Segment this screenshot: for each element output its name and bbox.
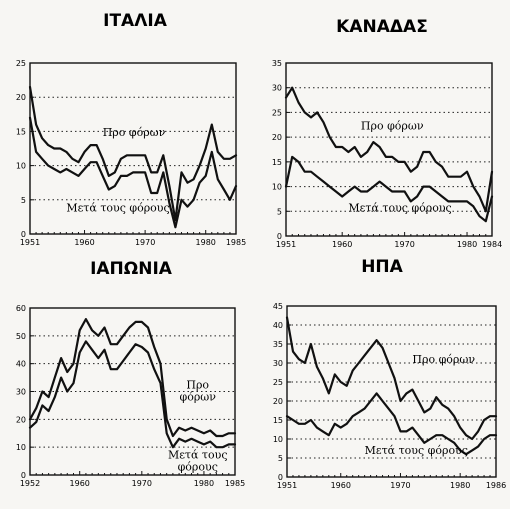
label-pre-tax: Προ φόρων — [180, 379, 217, 404]
y-tick-label: 0 — [21, 230, 26, 239]
y-tick-label: 40 — [273, 321, 283, 330]
panel-canada: 0 5 10 15 20 25 30 35 1951 1960 1970 1980 1984 Προ φό… — [272, 59, 502, 249]
plot-frame — [285, 62, 493, 237]
panel-italy: 0 5 10 15 20 25 1951 1960 1970 1980 1985 Προ φόρων Μ… — [16, 59, 246, 247]
y-tick-label: 60 — [16, 304, 26, 313]
x-tick-label: 1980 — [194, 479, 214, 488]
x-tick-label: 1980 — [457, 240, 477, 249]
y-tick-label: 35 — [272, 59, 282, 68]
series-line-post-tax — [28, 116, 238, 229]
y-tick-label: 35 — [273, 340, 283, 349]
y-tick-label: 0 — [21, 471, 26, 480]
label-pre-tax: Προ φόρων — [361, 120, 424, 133]
x-tick-label: 1960 — [70, 479, 90, 488]
y-tick-label: 15 — [273, 416, 283, 425]
x-tick-label: 1960 — [331, 481, 351, 490]
label-pre-tax: Προ φόρων — [412, 353, 475, 366]
panel-usa: 0 5 10 15 20 25 30 35 40 45 1951 1960 1970 1980 1986 Πρ… — [273, 302, 506, 490]
y-tick-label: 20 — [272, 133, 282, 142]
series-line-pre-tax — [285, 316, 498, 441]
series-line-pre-tax — [28, 318, 237, 438]
series-line-post-tax — [28, 340, 237, 449]
y-tick-label: 15 — [272, 158, 282, 167]
y-tick-label: 5 — [278, 454, 283, 463]
x-tick-label: 1960 — [332, 240, 352, 249]
y-tick-label: 5 — [21, 196, 26, 205]
panel-japan: 0 10 20 30 40 50 60 1952 1960 1970 1980 1985 Προ φόρω… — [16, 304, 245, 488]
x-tick-label: 1980 — [196, 238, 216, 247]
x-tick-label: 1970 — [135, 238, 155, 247]
x-tick-label: 1984 — [482, 240, 502, 249]
label-post-tax: Μετά τους φόρους — [348, 201, 451, 214]
label-post-tax: Μετά τους φόρους — [168, 448, 228, 473]
y-tick-label: 20 — [16, 93, 26, 102]
x-tick-label: 1986 — [486, 481, 506, 490]
y-tick-label: 30 — [273, 359, 283, 368]
x-tick-label: 1951 — [277, 481, 297, 490]
x-tick-label: 1970 — [394, 240, 414, 249]
y-tick-label: 50 — [16, 332, 26, 341]
x-tick-label: 1980 — [450, 481, 470, 490]
y-tick-label: 10 — [273, 435, 283, 444]
y-tick-label: 45 — [273, 302, 283, 311]
label-pre-tax: Προ φόρων — [103, 126, 166, 139]
y-tick-label: 0 — [278, 473, 283, 482]
y-tick-label: 10 — [16, 162, 26, 171]
x-tick-label: 1960 — [74, 238, 94, 247]
y-tick-label: 30 — [272, 84, 282, 93]
x-tick-label: 1951 — [276, 240, 296, 249]
plot-frame — [286, 305, 497, 478]
x-tick-label: 1970 — [132, 479, 152, 488]
y-tick-label: 5 — [277, 207, 282, 216]
y-tick-label: 40 — [16, 360, 26, 369]
series-line-post-tax — [284, 155, 494, 223]
x-tick-label: 1985 — [226, 238, 246, 247]
x-tick-label: 1985 — [225, 479, 245, 488]
label-post-tax: Μετά τους φόρους — [66, 201, 169, 214]
panel-title-canada: ΚΑΝΑΔΑΣ — [336, 17, 428, 37]
x-tick-label: 1952 — [20, 479, 40, 488]
y-tick-label: 15 — [16, 127, 26, 136]
panel-title-italy: ΙΤΑΛΙΑ — [103, 11, 168, 31]
series-line-pre-tax — [28, 85, 238, 222]
y-tick-label: 30 — [16, 388, 26, 397]
y-tick-label: 0 — [277, 232, 282, 241]
y-tick-label: 10 — [16, 443, 26, 452]
x-tick-label: 1951 — [20, 238, 40, 247]
x-tick-label: 1970 — [390, 481, 410, 490]
series-line-post-tax — [285, 392, 498, 456]
series-line-pre-tax — [284, 86, 494, 213]
y-tick-label: 25 — [16, 59, 26, 68]
y-tick-label: 20 — [16, 415, 26, 424]
panel-title-usa: ΗΠΑ — [361, 257, 403, 277]
y-tick-label: 25 — [273, 378, 283, 387]
panel-title-japan: ΙΑΠΩΝΙΑ — [90, 259, 173, 279]
y-tick-label: 25 — [272, 108, 282, 117]
y-tick-label: 20 — [273, 397, 283, 406]
y-tick-label: 10 — [272, 183, 282, 192]
label-post-tax: Μετά τους φόρους — [365, 444, 468, 457]
